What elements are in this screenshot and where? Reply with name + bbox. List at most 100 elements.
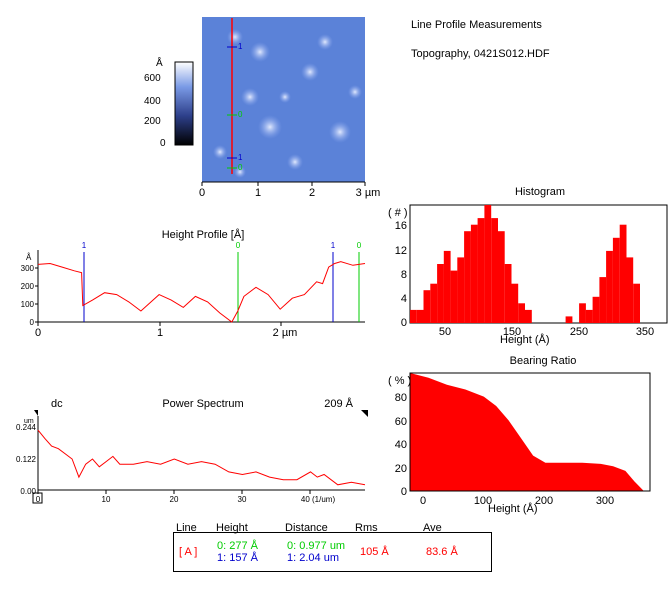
y-tick-label: 0 <box>401 486 407 498</box>
y-tick-label: 16 <box>395 220 407 232</box>
x-tick-label: 250 <box>570 326 588 338</box>
y-tick-label: 12 <box>395 245 407 257</box>
y-tick-label: 80 <box>395 392 407 404</box>
col-rms-header: Rms <box>355 522 378 534</box>
line-label: [ A ] <box>179 546 198 558</box>
histogram-x-label: Height (Å) <box>500 334 550 346</box>
histogram-bar <box>592 296 600 323</box>
bearing-y-label: ( % ) <box>388 375 411 387</box>
image-x-tick: 3 µm <box>356 187 380 199</box>
histogram-bar <box>437 264 444 323</box>
power-spectrum-left-label: dc <box>51 398 63 410</box>
x-tick-label: 0 <box>35 327 41 339</box>
histogram-bar <box>416 309 424 323</box>
histogram-bar <box>423 290 431 323</box>
right-cursor-icon[interactable] <box>361 410 368 417</box>
x-tick-label: 20 <box>170 495 179 504</box>
power-spectrum-xticks <box>37 490 311 494</box>
x-tick-label: 100 <box>474 495 492 507</box>
x-tick-label: 10 <box>102 495 111 504</box>
histogram-bar <box>525 309 532 323</box>
histogram-bar <box>633 283 640 323</box>
y-tick-label: 100 <box>21 300 35 309</box>
origin-marker <box>32 492 43 504</box>
scale-unit: Å <box>156 56 163 69</box>
histogram-bar <box>599 277 607 323</box>
col-distance-header: Distance <box>285 522 328 534</box>
x-tick-label: 40 (1/um) <box>301 495 336 504</box>
power-spectrum-title: Power Spectrum <box>162 398 243 410</box>
histogram-bar <box>585 309 593 323</box>
marker-label: 1 <box>331 241 336 250</box>
marker-label: 1 <box>238 153 243 162</box>
histogram-bar <box>443 250 451 323</box>
y-tick-label: 60 <box>395 416 407 428</box>
histogram-y-label: ( # ) <box>388 207 408 219</box>
x-tick-label: 350 <box>636 326 654 338</box>
scale-tick: 400 <box>144 96 161 107</box>
height-1: 1: 157 Å <box>217 552 258 564</box>
image-x-tick: 1 <box>255 187 261 199</box>
image-x-tick: 0 <box>199 187 205 199</box>
scale-tick: 600 <box>144 73 161 84</box>
ave-value: 83.6 Å <box>426 546 458 558</box>
marker-label: 1 <box>238 42 243 51</box>
left-cursor-icon[interactable] <box>34 410 38 416</box>
power-spectrum-chart: Power Spectrum dc 209 Å um 0.244 0.122 0… <box>16 397 368 504</box>
bearing-ratio-title: Bearing Ratio <box>510 355 577 367</box>
scale-tick: 0 <box>160 138 166 149</box>
histogram-bar <box>504 264 512 323</box>
histogram-bar <box>430 283 438 323</box>
bearing-frame <box>409 372 651 492</box>
histogram-bar <box>410 309 417 323</box>
bearing-ratio-chart: Bearing Ratio ( % ) 80 60 40 20 0 0 100 … <box>388 355 651 507</box>
x-tick-label: 300 <box>596 495 614 507</box>
y-tick-label: 20 <box>395 463 407 475</box>
distance-0: 0: 0.977 um <box>287 540 346 552</box>
rms-value: 105 Å <box>360 546 389 558</box>
y-tick-label: 4 <box>401 293 407 305</box>
histogram-bars <box>410 205 640 323</box>
y-tick-label: 0 <box>30 318 35 327</box>
stats-table: [ A ] 0: 277 Å 1: 157 Å 0: 0.977 um 1: 2… <box>173 532 492 572</box>
histogram-bar <box>606 250 613 323</box>
x-tick-label: 200 <box>535 495 553 507</box>
col-ave-header: Ave <box>423 522 442 534</box>
histogram-bar <box>619 224 627 323</box>
histogram-bar <box>477 218 485 323</box>
histogram-frame <box>409 204 668 324</box>
marker-label: 0 <box>236 241 241 250</box>
y-tick-label: 0.244 <box>16 423 37 432</box>
page-title: Line Profile Measurements <box>411 19 542 31</box>
power-spectrum-series <box>37 429 366 486</box>
col-line-header: Line <box>176 522 197 534</box>
bearing-x-label: Height (Å) <box>488 503 538 515</box>
marker-label: 0 <box>238 163 243 172</box>
histogram-bar <box>565 316 573 323</box>
histogram-bar <box>626 257 634 323</box>
x-tick-label: 0 <box>420 495 426 507</box>
x-tick-label: 1 <box>157 327 163 339</box>
histogram-bar <box>457 257 465 323</box>
marker-label: 0 <box>357 241 362 250</box>
y-tick-label: 0.00 <box>20 487 36 496</box>
height-profile-title: Height Profile [Å] <box>162 228 245 241</box>
histogram-title: Histogram <box>515 186 565 198</box>
y-tick-label: 8 <box>401 269 407 281</box>
histogram-bar <box>497 231 505 323</box>
distance-1: 1: 2.04 um <box>287 552 339 564</box>
histogram-bar <box>579 303 586 323</box>
histogram-bar <box>464 231 471 323</box>
power-spectrum-right-label: 209 Å <box>324 397 353 410</box>
y-tick-label: 0 <box>401 317 407 329</box>
histogram-chart: Histogram ( # ) 16 12 8 4 0 50 150 250 3… <box>388 186 668 338</box>
histogram-bar <box>450 270 458 323</box>
topography-panel: Å 600 400 200 0 1 0 1 0 0 1 2 3 µm <box>144 17 380 199</box>
y-tick-label: 200 <box>21 282 35 291</box>
power-spectrum-y-unit: um <box>24 418 34 425</box>
histogram-bar <box>470 224 478 323</box>
file-name: Topography, 0421S012.HDF <box>411 48 550 60</box>
histogram-bar <box>612 237 620 323</box>
x-tick-label: 0 <box>36 495 41 504</box>
histogram-bar <box>484 205 492 323</box>
